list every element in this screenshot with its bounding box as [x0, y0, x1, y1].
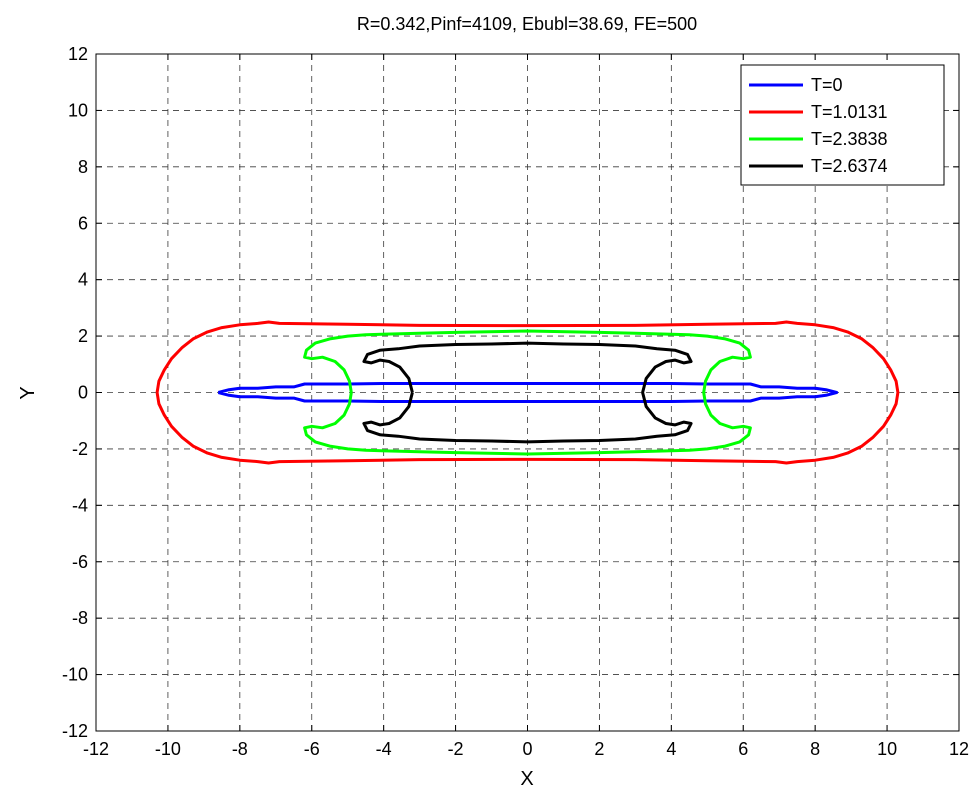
legend-label: T=0 — [811, 75, 843, 95]
y-tick-label: -6 — [72, 552, 88, 572]
y-tick-label: -8 — [72, 608, 88, 628]
x-tick-label: -2 — [448, 739, 464, 759]
x-tick-label: -4 — [376, 739, 392, 759]
series-line-0 — [217, 382, 839, 403]
x-tick-label: 4 — [666, 739, 676, 759]
x-tick-label: -6 — [304, 739, 320, 759]
chart-title: R=0.342,Pinf=4109, Ebubl=38.69, FE=500 — [357, 14, 697, 34]
series-line-1 — [155, 320, 900, 465]
x-tick-label: 0 — [522, 739, 532, 759]
x-axis-title: X — [520, 768, 533, 790]
series-line-2 — [303, 329, 752, 456]
series-layer — [155, 320, 900, 465]
y-tick-label: 10 — [68, 100, 88, 120]
x-tick-label: 12 — [949, 739, 969, 759]
y-tick-label: 4 — [78, 270, 88, 290]
series-line-3 — [362, 341, 693, 444]
x-tick-label: 2 — [594, 739, 604, 759]
x-tick-label: 8 — [810, 739, 820, 759]
legend: T=0 T=1.0131 T=2.3838 T=2.6374 — [740, 64, 945, 186]
y-tick-label: 8 — [78, 157, 88, 177]
x-tick-label: -12 — [83, 739, 109, 759]
y-tick-label: -12 — [62, 721, 88, 741]
legend-label: T=2.6374 — [811, 156, 888, 176]
tick-labels: -12 -10 -8 -6 -4 -2 0 2 4 6 8 10 12 -12 -10 -8 -6 -4 -2 0 2 4… — [62, 44, 969, 759]
ticks — [95, 53, 960, 732]
y-tick-label: 12 — [68, 44, 88, 64]
y-tick-label: -10 — [62, 665, 88, 685]
y-tick-label: 6 — [78, 213, 88, 233]
y-tick-label: -4 — [72, 495, 88, 515]
legend-label: T=2.3838 — [811, 129, 888, 149]
y-axis-title: Y — [17, 386, 39, 399]
y-tick-label: 0 — [78, 383, 88, 403]
x-tick-label: -10 — [155, 739, 181, 759]
x-tick-label: 10 — [877, 739, 897, 759]
y-tick-label: -2 — [72, 439, 88, 459]
legend-label: T=1.0131 — [811, 102, 888, 122]
x-tick-label: 6 — [738, 739, 748, 759]
y-tick-label: 2 — [78, 326, 88, 346]
x-tick-label: -8 — [232, 739, 248, 759]
